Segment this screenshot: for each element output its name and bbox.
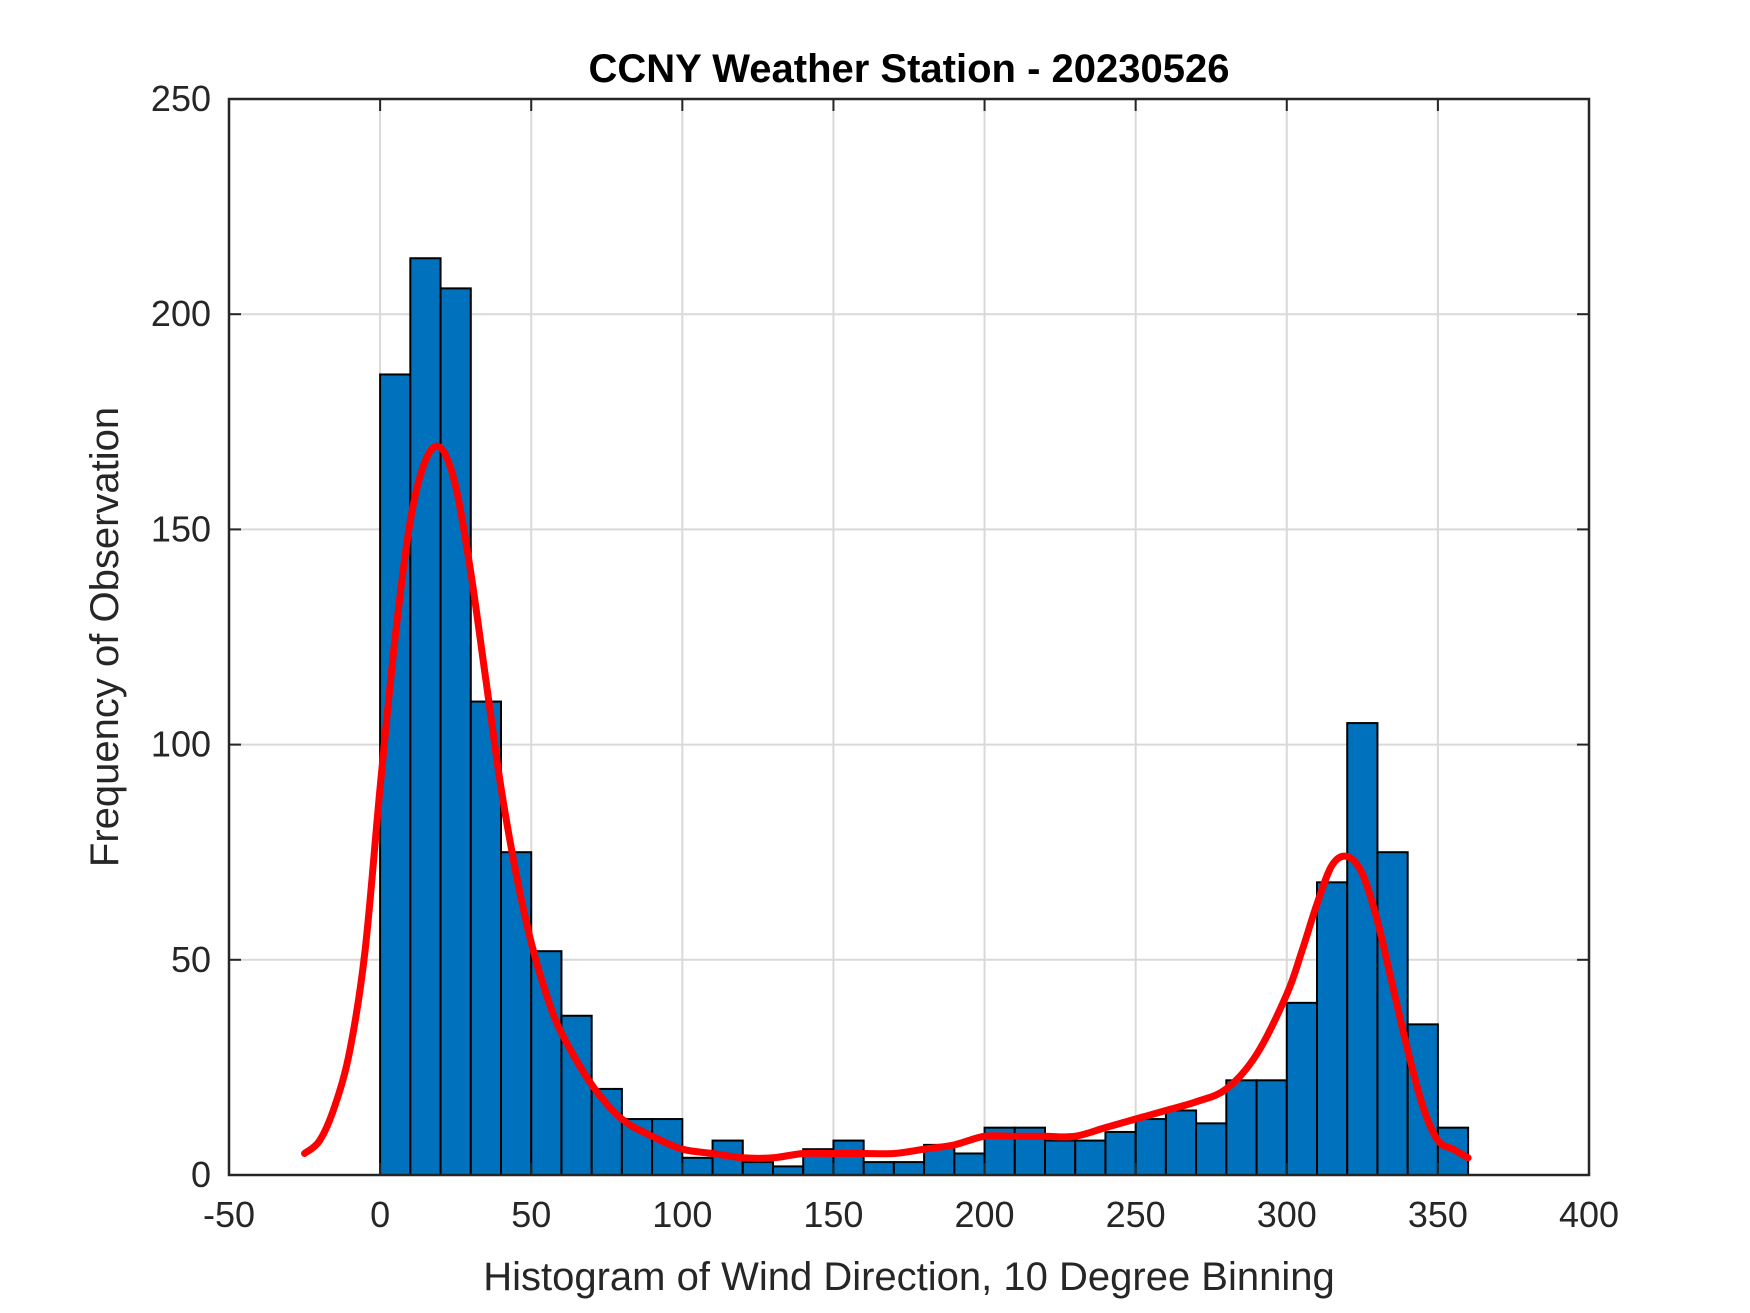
x-tick-label: 250 xyxy=(1106,1194,1166,1235)
fit-curve-layer xyxy=(301,442,1472,1162)
x-tick-label: 300 xyxy=(1257,1194,1317,1235)
histogram-bar xyxy=(772,1165,805,1176)
histogram-bar xyxy=(953,1152,986,1176)
histogram-bar xyxy=(1225,1079,1258,1177)
histogram-bar xyxy=(862,1161,895,1177)
histogram-bar xyxy=(1195,1122,1228,1177)
x-tick-label: 150 xyxy=(803,1194,863,1235)
histogram-bar xyxy=(681,1156,714,1177)
x-tick-label: 400 xyxy=(1559,1194,1619,1235)
x-tick-label: 200 xyxy=(955,1194,1015,1235)
histogram-bar xyxy=(1376,851,1409,1176)
histogram-bar xyxy=(1255,1079,1288,1177)
x-tick-label: 50 xyxy=(511,1194,551,1235)
histogram-bar xyxy=(1044,1139,1077,1176)
chart-title: CCNY Weather Station - 20230526 xyxy=(589,47,1230,91)
x-tick-label: 350 xyxy=(1408,1194,1468,1235)
x-tick-label: 0 xyxy=(370,1194,390,1235)
histogram-bar xyxy=(439,287,472,1177)
histogram-bars xyxy=(379,257,1470,1177)
histogram-bar xyxy=(1104,1130,1137,1176)
histogram-bar xyxy=(1346,722,1379,1177)
histogram-bar xyxy=(379,373,412,1176)
y-tick-label: 200 xyxy=(151,293,211,334)
x-tick-label: 100 xyxy=(652,1194,712,1235)
histogram-bar xyxy=(409,257,442,1176)
x-tick-labels: -50 0 50 100 150 200 250 300 350 400 xyxy=(203,1194,1619,1235)
y-tick-labels: 0 50 100 150 200 250 xyxy=(151,78,211,1195)
x-tick-label: -50 xyxy=(203,1194,255,1235)
histogram-bar xyxy=(1164,1109,1198,1176)
x-axis-label: Histogram of Wind Direction, 10 Degree B… xyxy=(483,1255,1335,1299)
histogram-bar xyxy=(1285,1001,1319,1177)
histogram-bar xyxy=(500,851,533,1176)
histogram-bar xyxy=(892,1161,926,1177)
histogram-bar xyxy=(741,1161,774,1177)
y-tick-label: 250 xyxy=(151,78,211,119)
histogram-bar xyxy=(1074,1139,1107,1176)
y-axis-label: Frequency of Observation xyxy=(83,407,127,867)
histogram-bar xyxy=(832,1139,865,1176)
fit-curve xyxy=(301,442,1472,1162)
y-tick-label: 150 xyxy=(151,508,211,549)
histogram-bar xyxy=(1134,1118,1167,1176)
y-tick-label: 100 xyxy=(151,724,211,765)
y-tick-label: 50 xyxy=(171,939,211,980)
axes-box xyxy=(227,97,1591,1177)
histogram-bar xyxy=(1316,881,1349,1176)
y-tick-label: 0 xyxy=(191,1154,211,1195)
